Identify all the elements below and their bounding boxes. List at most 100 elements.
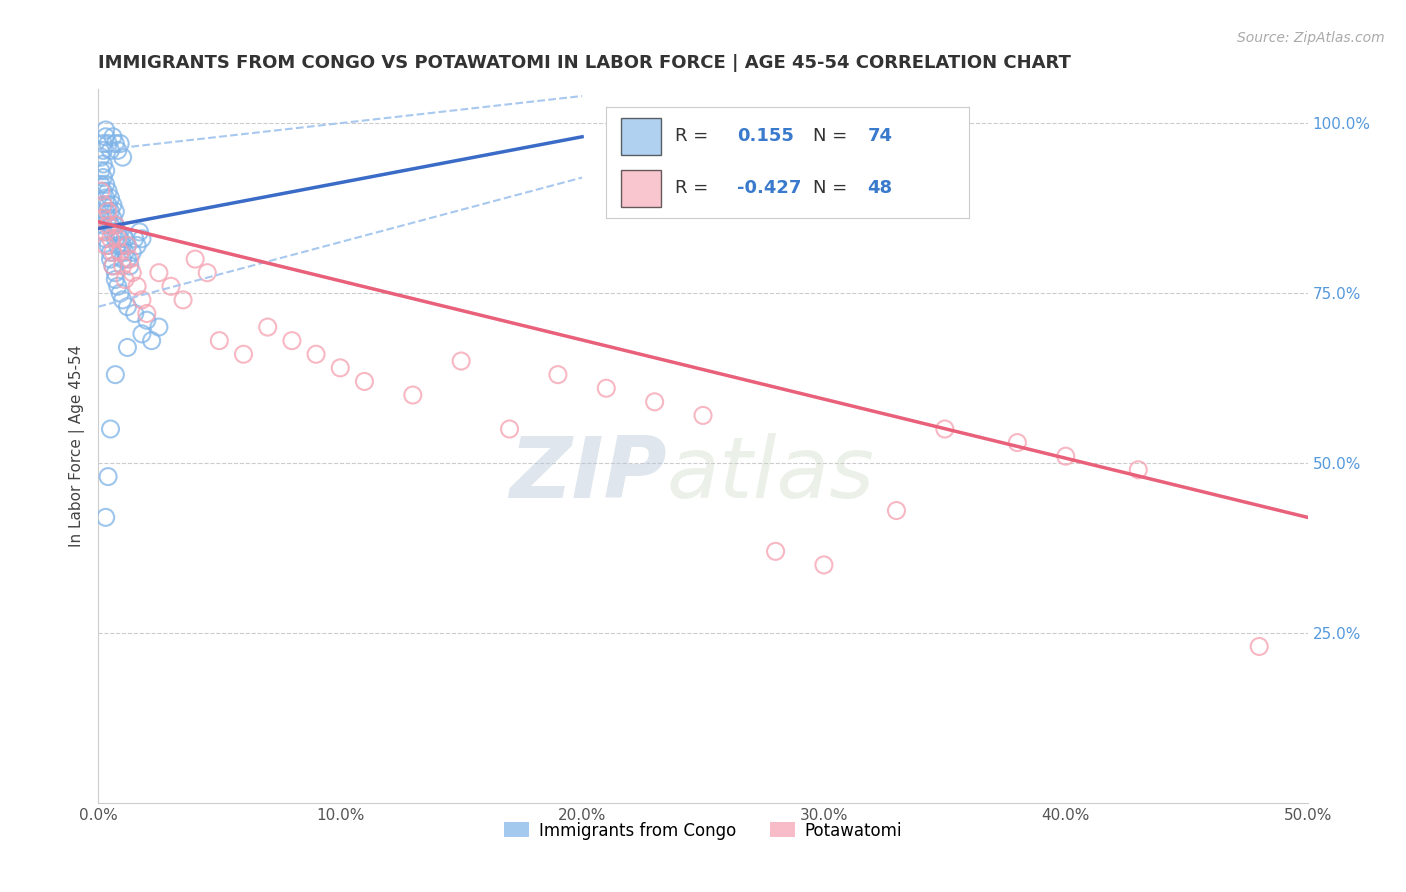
Point: [104, 232, 127, 246]
Y-axis label: In Labor Force | Age 45-54: In Labor Force | Age 45-54: [69, 345, 84, 547]
Point: [108, 245, 131, 260]
Point: [91, 136, 114, 151]
Point: [107, 238, 129, 252]
Point: [135, 306, 157, 320]
Point: [644, 394, 666, 409]
Point: [172, 293, 194, 307]
Point: [91, 225, 114, 239]
Point: [97, 238, 120, 252]
Point: [101, 259, 124, 273]
Point: [100, 191, 122, 205]
Point: [100, 252, 122, 266]
Point: [127, 238, 149, 252]
Point: [111, 252, 134, 266]
Point: [128, 225, 150, 239]
Point: [1128, 463, 1150, 477]
Point: [131, 293, 153, 307]
Point: [100, 232, 122, 246]
Text: Source: ZipAtlas.com: Source: ZipAtlas.com: [1237, 31, 1385, 45]
Point: [101, 198, 124, 212]
Point: [91, 144, 114, 158]
Point: [127, 279, 149, 293]
Point: [94, 238, 117, 252]
Point: [100, 422, 122, 436]
Point: [121, 245, 143, 260]
Point: [117, 238, 139, 252]
Point: [97, 204, 120, 219]
Point: [547, 368, 569, 382]
Legend: Immigrants from Congo, Potawatomi: Immigrants from Congo, Potawatomi: [496, 814, 910, 848]
Point: [94, 178, 117, 192]
Point: [498, 422, 520, 436]
Point: [107, 279, 129, 293]
Point: [1054, 449, 1077, 463]
Point: [104, 204, 127, 219]
Point: [141, 334, 163, 348]
Point: [90, 163, 112, 178]
Point: [91, 198, 114, 212]
Point: [97, 218, 120, 232]
Point: [90, 150, 112, 164]
Point: [100, 218, 122, 232]
Point: [104, 218, 127, 232]
Point: [91, 218, 114, 232]
Point: [97, 184, 120, 198]
Point: [91, 184, 114, 198]
Point: [94, 129, 117, 144]
Point: [108, 232, 131, 246]
Point: [108, 245, 131, 260]
Point: [114, 245, 136, 260]
Point: [114, 272, 136, 286]
Point: [118, 252, 141, 266]
Point: [135, 313, 157, 327]
Point: [90, 178, 112, 192]
Point: [97, 198, 120, 212]
Point: [104, 368, 127, 382]
Point: [101, 211, 124, 226]
Point: [94, 204, 117, 219]
Point: [91, 211, 114, 226]
Point: [107, 232, 129, 246]
Point: [101, 225, 124, 239]
Point: [100, 204, 122, 219]
Point: [111, 238, 134, 252]
Point: [97, 136, 120, 151]
Point: [100, 144, 122, 158]
Point: [101, 245, 124, 260]
Point: [114, 232, 136, 246]
Point: [104, 266, 127, 280]
Point: [595, 381, 617, 395]
Point: [281, 334, 304, 348]
Point: [118, 259, 141, 273]
Point: [117, 300, 139, 314]
Point: [91, 170, 114, 185]
Point: [104, 136, 127, 151]
Point: [148, 320, 170, 334]
Point: [107, 225, 129, 239]
Point: [692, 409, 714, 423]
Point: [117, 238, 139, 252]
Point: [305, 347, 328, 361]
Point: [208, 334, 231, 348]
Point: [101, 129, 124, 144]
Point: [104, 272, 127, 286]
Point: [94, 163, 117, 178]
Point: [256, 320, 278, 334]
Point: [91, 157, 114, 171]
Point: [111, 293, 134, 307]
Point: [108, 136, 131, 151]
Point: [108, 286, 131, 301]
Point: [97, 211, 120, 226]
Point: [100, 245, 122, 260]
Point: [107, 144, 129, 158]
Point: [94, 123, 117, 137]
Point: [101, 259, 124, 273]
Point: [94, 232, 117, 246]
Point: [111, 150, 134, 164]
Point: [765, 544, 787, 558]
Point: [886, 503, 908, 517]
Point: [1249, 640, 1271, 654]
Text: atlas: atlas: [666, 433, 875, 516]
Point: [117, 252, 139, 266]
Point: [450, 354, 472, 368]
